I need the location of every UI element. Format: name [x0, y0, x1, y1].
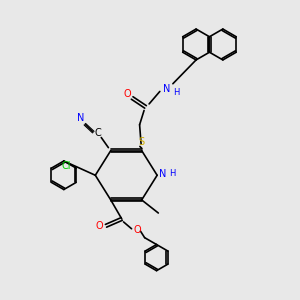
Text: Cl: Cl — [62, 161, 71, 171]
Text: N: N — [159, 169, 166, 179]
Text: N: N — [77, 113, 84, 123]
Text: O: O — [96, 221, 103, 231]
Text: O: O — [123, 89, 130, 99]
Text: H: H — [169, 169, 176, 178]
Text: H: H — [173, 88, 179, 97]
Text: N: N — [163, 84, 170, 94]
Text: O: O — [133, 225, 141, 235]
Text: S: S — [138, 137, 144, 147]
Text: C: C — [95, 128, 102, 138]
